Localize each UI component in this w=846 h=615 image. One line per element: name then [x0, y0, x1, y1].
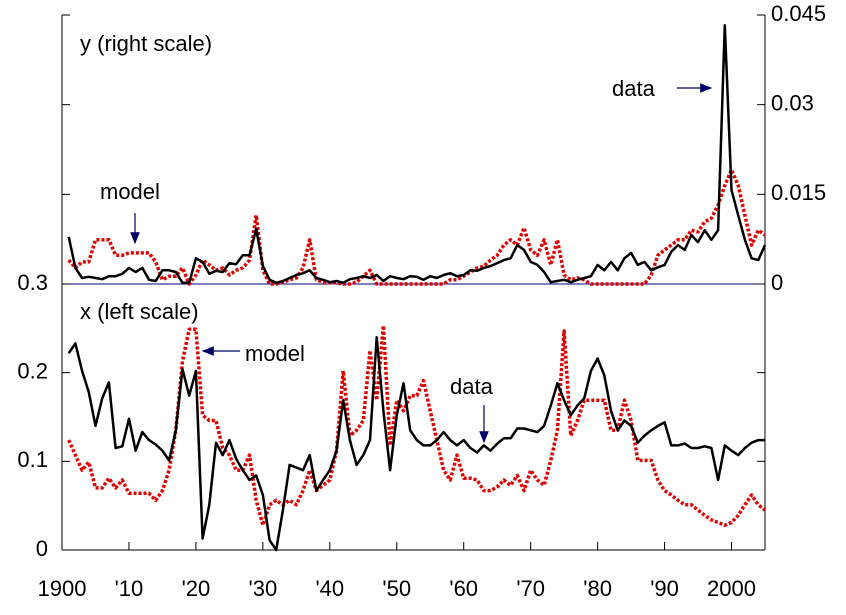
y-tick-label: 0.2 [17, 358, 48, 383]
panel-label: y (right scale) [80, 31, 212, 56]
y-tick-label: 0.015 [771, 180, 826, 205]
x-tick-label: '40 [315, 576, 344, 601]
x-tick-label: '10 [115, 576, 144, 601]
model-line [67, 168, 767, 286]
annotation: data [612, 76, 656, 101]
data-line [67, 23, 767, 285]
y-tick-label: 0.3 [17, 270, 48, 295]
y-tick-label: 0 [36, 536, 48, 561]
x-tick-label: '50 [382, 576, 411, 601]
data-line [67, 335, 765, 552]
y-tick-label: 0.03 [771, 90, 814, 115]
model-line [67, 323, 767, 527]
y-tick-label: 0.045 [771, 1, 826, 26]
annotation: data [450, 374, 494, 399]
x-tick-label: 1900 [38, 576, 87, 601]
x-tick-label: '70 [516, 576, 545, 601]
y-tick-label: 0 [771, 270, 783, 295]
panel-label: x (left scale) [80, 299, 199, 324]
x-tick-label: 2000 [707, 576, 756, 601]
x-tick-label: '20 [182, 576, 211, 601]
x-tick-label: '90 [650, 576, 679, 601]
x-tick-label: '30 [249, 576, 278, 601]
annotation: model [100, 179, 160, 204]
x-tick-label: '60 [449, 576, 478, 601]
annotation: model [245, 341, 305, 366]
y-tick-label: 0.1 [17, 447, 48, 472]
x-tick-label: '80 [583, 576, 612, 601]
